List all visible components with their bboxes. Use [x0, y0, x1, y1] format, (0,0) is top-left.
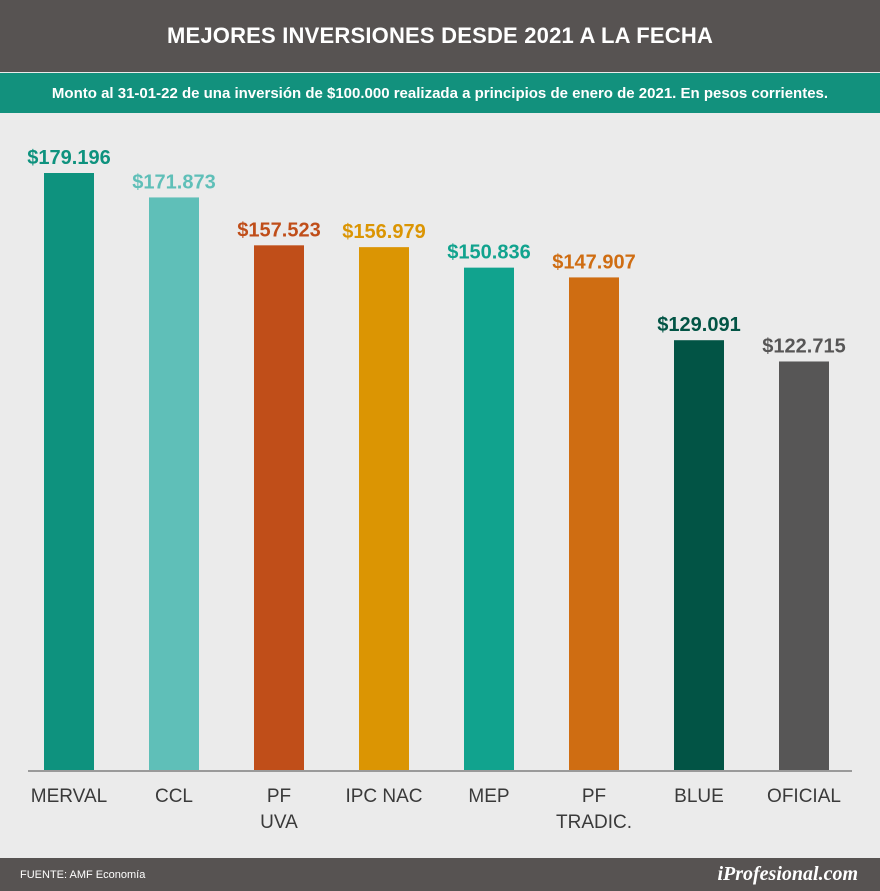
value-label-0: $179.196 — [27, 147, 110, 169]
subtitle-bar: Monto al 31-01-22 de una inversión de $1… — [0, 73, 880, 113]
chart-subtitle: Monto al 31-01-22 de una inversión de $1… — [51, 84, 829, 102]
value-label-6: $129.091 — [657, 314, 740, 336]
bar-5 — [569, 277, 619, 771]
value-label-4: $150.836 — [447, 242, 530, 264]
brand-logo: iProfesional.com — [717, 863, 858, 885]
category-label-2-1: UVA — [260, 812, 298, 833]
source-note: FUENTE: AMF Economía — [20, 869, 146, 881]
value-label-7: $122.715 — [762, 335, 845, 357]
value-label-5: $147.907 — [552, 251, 635, 273]
category-label-0: MERVAL — [31, 786, 107, 807]
bar-4 — [464, 267, 514, 771]
bar-3 — [359, 247, 409, 771]
footer-bar: FUENTE: AMF Economía iProfesional.com — [0, 858, 880, 891]
category-label-6: BLUE — [674, 786, 724, 807]
bar-7 — [779, 361, 829, 771]
category-label-7: OFICIAL — [767, 786, 841, 807]
bar-2 — [254, 245, 304, 772]
bar-6 — [674, 340, 724, 771]
value-label-1: $171.873 — [132, 171, 215, 193]
bar-0 — [44, 173, 94, 771]
header-bar: MEJORES INVERSIONES DESDE 2021 A LA FECH… — [0, 0, 880, 72]
category-label-3: IPC NAC — [345, 786, 422, 807]
category-label-5-0: PF — [582, 786, 606, 807]
value-label-3: $156.979 — [342, 221, 425, 243]
category-label-5-1: TRADIC. — [556, 812, 632, 833]
bar-chart: $179.196 MERVAL $171.873 CCL $157.523 PF UVA $1… — [27, 147, 852, 833]
chart-title: MEJORES INVERSIONES DESDE 2021 A LA FECH… — [166, 23, 714, 48]
value-label-2: $157.523 — [237, 219, 320, 241]
category-label-1: CCL — [155, 786, 193, 807]
category-label-4: MEP — [468, 786, 509, 807]
category-label-2-0: PF — [267, 786, 291, 807]
bar-1 — [149, 197, 199, 771]
